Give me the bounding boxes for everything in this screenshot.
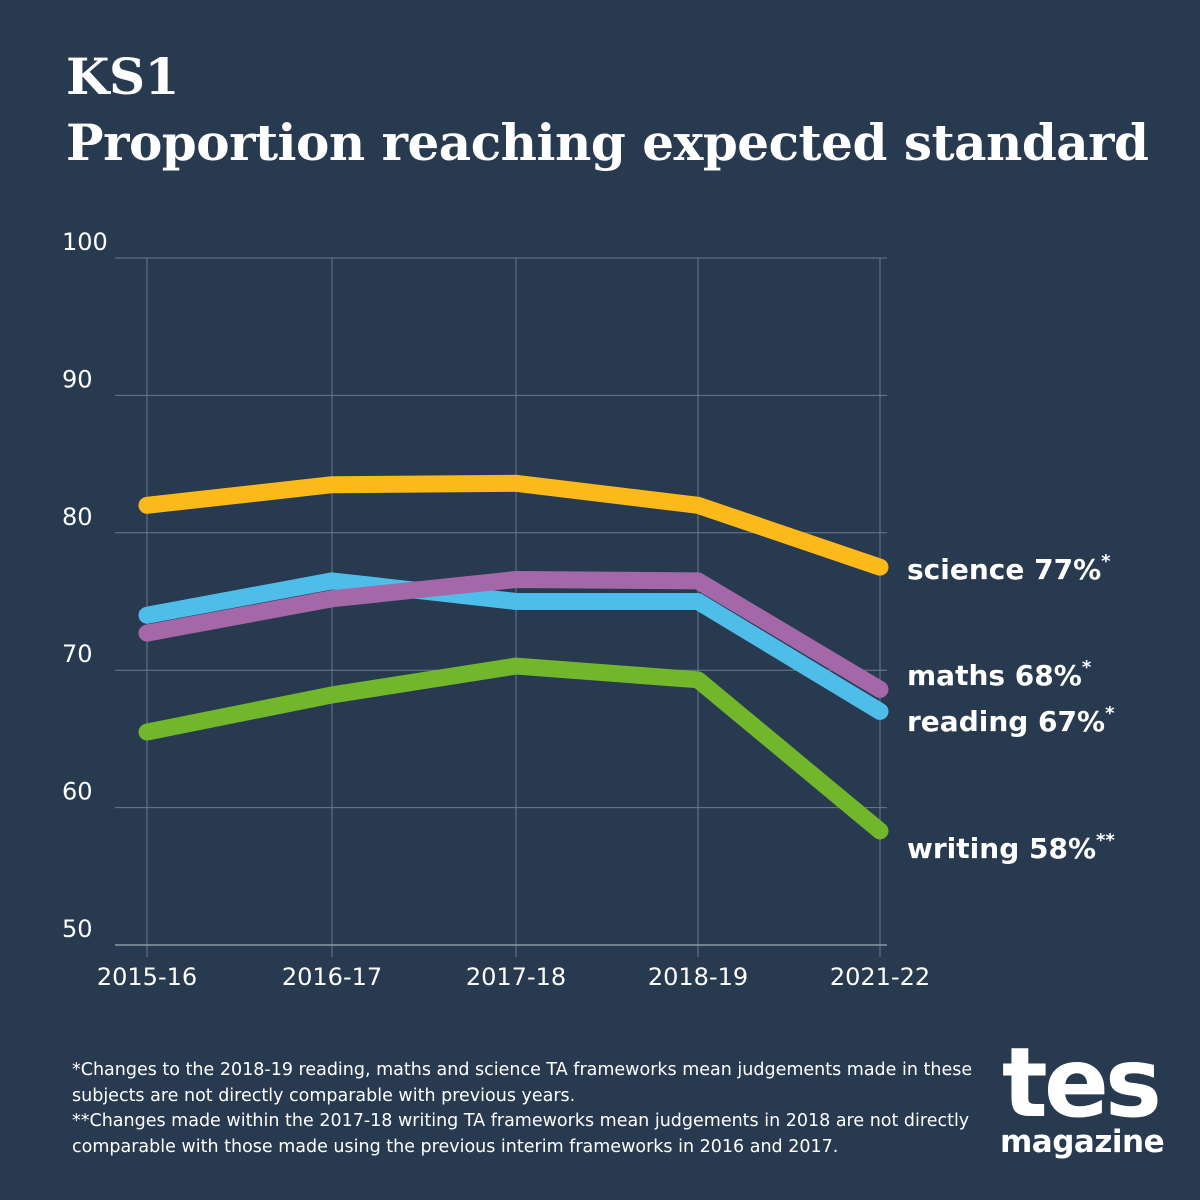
series-line-reading: [138, 572, 889, 720]
y-tick-label: 100: [62, 228, 108, 256]
tes-magazine-logo: tes magazine: [1000, 1027, 1165, 1160]
footnotes: *Changes to the 2018-19 reading, maths a…: [72, 1058, 992, 1160]
x-tick-label: 2016-17: [282, 963, 382, 991]
series-line-maths: [138, 571, 889, 698]
y-tick-label: 90: [62, 365, 93, 393]
series-label-science: science 77%*: [907, 551, 1111, 586]
footnote-2: **Changes made within the 2017-18 writin…: [72, 1111, 970, 1157]
chart-title: KS1 Proportion reaching expected standar…: [66, 44, 1149, 176]
series-label-reading: reading 67%*: [907, 703, 1115, 738]
y-tick-label: 60: [62, 778, 93, 806]
x-tick-label: 2021-22: [830, 963, 930, 991]
title-line-1: KS1: [66, 47, 179, 106]
y-tick-label: 50: [62, 915, 93, 943]
x-tick-label: 2018-19: [648, 963, 748, 991]
x-tick-label: 2017-18: [466, 963, 566, 991]
series-line-writing: [138, 657, 889, 840]
y-tick-label: 80: [62, 503, 93, 531]
logo-wordmark: tes: [1001, 1027, 1162, 1139]
series-line-science: [138, 474, 889, 576]
y-tick-label: 70: [62, 640, 93, 668]
logo-subtitle: magazine: [1000, 1124, 1165, 1160]
footnote-1: *Changes to the 2018-19 reading, maths a…: [72, 1060, 973, 1106]
series-label-writing: writing 58%**: [907, 830, 1115, 865]
series-label-maths: maths 68%*: [907, 657, 1092, 692]
x-tick-label: 2015-16: [97, 963, 197, 991]
title-line-2: Proportion reaching expected standard: [66, 113, 1149, 172]
